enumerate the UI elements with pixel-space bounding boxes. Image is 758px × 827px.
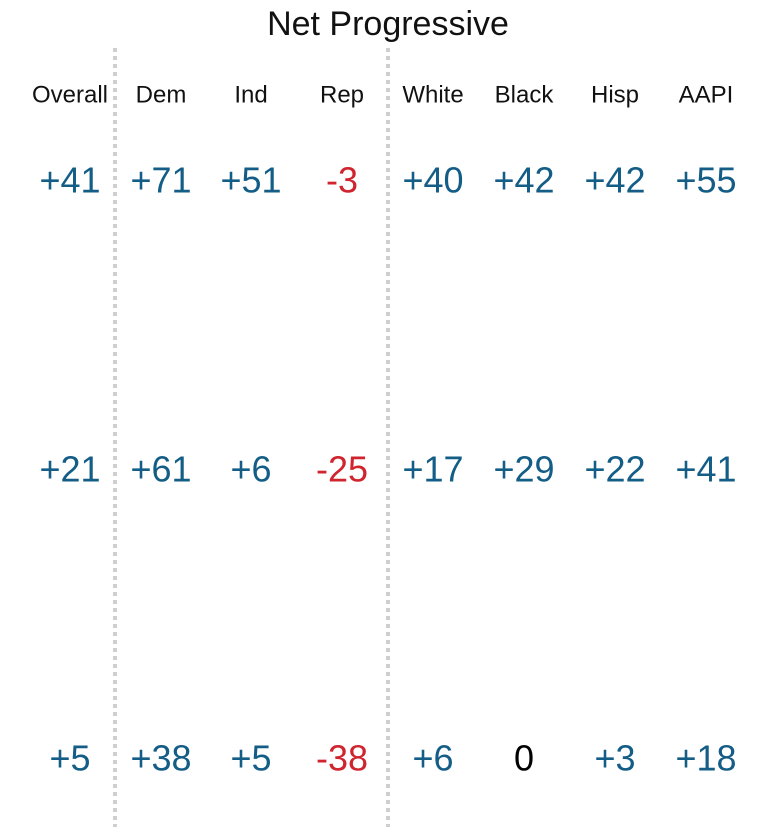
- cell-value: +3: [594, 738, 635, 779]
- cell-value: +51: [220, 160, 281, 201]
- cell-value: +41: [39, 160, 100, 201]
- cell-value: +17: [402, 449, 463, 490]
- cell-value: 0: [514, 738, 534, 779]
- column-header: Ind: [234, 81, 267, 108]
- cell-value: -38: [316, 738, 368, 779]
- column-header: Overall: [32, 81, 108, 108]
- column-header: Black: [495, 81, 555, 108]
- cell-value: +41: [675, 449, 736, 490]
- cell-value: +5: [49, 738, 90, 779]
- cell-value: +6: [412, 738, 453, 779]
- cell-value: +40: [402, 160, 463, 201]
- cell-value: +42: [584, 160, 645, 201]
- column-header: Hisp: [591, 81, 639, 108]
- cell-value: +6: [230, 449, 271, 490]
- cell-value: +21: [39, 449, 100, 490]
- column-header: White: [402, 81, 463, 108]
- cell-value: +71: [130, 160, 191, 201]
- cell-value: +5: [230, 738, 271, 779]
- cell-value: +18: [675, 738, 736, 779]
- cell-value: +29: [493, 449, 554, 490]
- cell-value: +22: [584, 449, 645, 490]
- cell-value: +61: [130, 449, 191, 490]
- column-header: Dem: [136, 81, 187, 108]
- cell-value: -3: [326, 160, 358, 201]
- column-header: AAPI: [679, 81, 734, 108]
- cell-value: -25: [316, 449, 368, 490]
- cell-value: +42: [493, 160, 554, 201]
- column-header: Rep: [320, 81, 364, 108]
- title: Net Progressive: [267, 5, 509, 43]
- cell-value: +38: [130, 738, 191, 779]
- cell-value: +55: [675, 160, 736, 201]
